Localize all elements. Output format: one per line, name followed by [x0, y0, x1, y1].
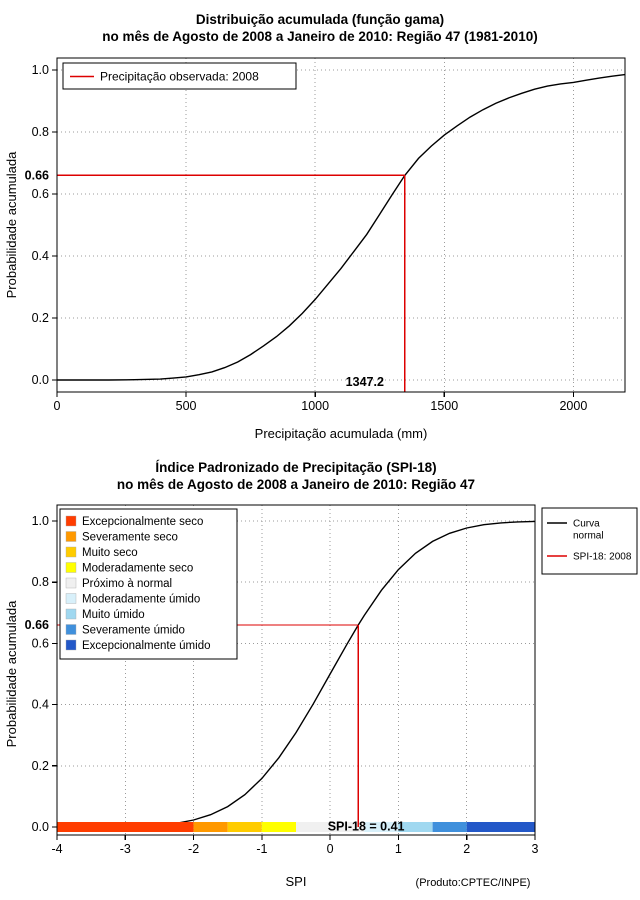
- category-label: Moderadamente seco: [82, 563, 193, 575]
- x-tick-label: -2: [188, 842, 199, 856]
- x-tick-label: -1: [256, 842, 267, 856]
- observed-legend: Precipitação observada: 2008: [62, 62, 297, 90]
- category-swatch: [65, 624, 77, 635]
- chart1-title: Distribuição acumulada (função gama): [196, 12, 444, 27]
- x-tick-label: 500: [176, 399, 197, 413]
- spi-colorbar-segment: [432, 822, 467, 832]
- spi-colorbar-segment: [227, 822, 262, 832]
- x-tick-label: 1: [395, 842, 402, 856]
- spi-colorbar-segment: [57, 822, 194, 832]
- category-swatch: [65, 562, 77, 573]
- chart1-x-axis-label: Precipitação acumulada (mm): [255, 426, 428, 441]
- category-swatch: [65, 577, 77, 589]
- plot-box: [56, 57, 626, 393]
- chart2-plot-area: -4 -3 -2 -1 0 1 2 3 0.0 0.2 0.4 0.6 0.8 1.0 0.66 SPI-18…: [25, 504, 638, 856]
- legend-box: [59, 508, 238, 660]
- spi-colorbar-segment: [398, 822, 433, 832]
- spi-category-legend: Excepcionalmente seco Severamente seco Mui…: [59, 508, 238, 660]
- y-tick-label: 0.6: [32, 187, 49, 201]
- category-label: Próximo à normal: [82, 578, 172, 590]
- x-tick-label: -3: [120, 842, 131, 856]
- chart1-subtitle: no mês de Agosto de 2008 a Janeiro de 20…: [102, 29, 537, 44]
- chart1-plot-area: 0 500 1000 1500 2000 0.0 0.2 0.4 0.6 0.8 1.0 0.66 13…: [25, 57, 626, 413]
- chart2-x-axis-label: SPI: [286, 874, 307, 889]
- marker-probability-value: 0.66: [25, 168, 49, 182]
- legend-box: [62, 62, 297, 90]
- category-label: Excepcionalmente úmido: [82, 640, 211, 652]
- y-tick-label: 1.0: [32, 63, 49, 77]
- legend-box: [541, 507, 638, 575]
- legend-label: SPI-18: 2008: [573, 552, 632, 563]
- plot-box: [56, 504, 536, 836]
- gridlines: [56, 58, 625, 392]
- spi-colorbar: [57, 822, 535, 832]
- category-label: Moderadamente úmido: [82, 594, 200, 606]
- y-tick-label: 0.0: [32, 373, 49, 387]
- category-swatch: [65, 515, 77, 527]
- category-swatch: [65, 546, 77, 558]
- spi-colorbar-segment: [261, 822, 296, 832]
- y-tick-label: 0.2: [32, 759, 49, 773]
- x-tick-label: 3: [532, 842, 539, 856]
- y-tick-label: 0.6: [32, 636, 49, 650]
- spi-colorbar-segment: [193, 822, 228, 832]
- x-tick-label: 2: [463, 842, 470, 856]
- chart2-subtitle: no mês de Agosto de 2008 a Janeiro de 20…: [117, 477, 475, 492]
- x-tick-label: 0: [327, 842, 334, 856]
- chart2-y-axis-label: Probabilidade acumulada: [4, 600, 19, 747]
- y-tick-label: 1.0: [32, 514, 49, 528]
- category-label: Muito seco: [82, 547, 138, 559]
- x-tick-label: 1500: [430, 399, 458, 413]
- x-tick-label: 2000: [559, 399, 587, 413]
- category-label: Severamente seco: [82, 532, 178, 544]
- category-swatch: [65, 531, 77, 542]
- y-tick-label: 0.4: [32, 249, 49, 263]
- legend-label: Curva: [573, 519, 600, 530]
- marker-precipitation-value: 1347.2: [346, 375, 384, 389]
- y-tick-label: 0.4: [32, 698, 49, 712]
- product-credit: (Produto:CPTEC/INPE): [416, 877, 531, 889]
- legend-label: normal: [573, 531, 604, 542]
- category-label: Severamente úmido: [82, 625, 185, 637]
- y-tick-label: 0.2: [32, 311, 49, 325]
- gamma-cdf-curve: [57, 73, 626, 381]
- y-tick-label: 0.0: [32, 820, 49, 834]
- spi-chart: -4 -3 -2 -1 0 1 2 3 0.0 0.2 0.4 0.6 0.8 1.0 0.66 SPI-18…: [4, 460, 638, 889]
- chart1-y-axis-label: Probabilidade acumulada: [4, 151, 19, 298]
- legend-label: Precipitação observada: 2008: [100, 70, 259, 84]
- spi-colorbar-segment: [466, 822, 535, 832]
- y-tick-label: 0.8: [32, 575, 49, 589]
- spi-colorbar-segment: [296, 822, 365, 832]
- y-tick-label: 0.8: [32, 125, 49, 139]
- spi-colorbar-segment: [364, 822, 399, 832]
- x-tick-label: 0: [54, 399, 61, 413]
- chart2-title: Índice Padronizado de Precipitação (SPI-…: [155, 460, 436, 475]
- category-swatch: [65, 639, 77, 651]
- gamma-distribution-chart: 0 500 1000 1500 2000 0.0 0.2 0.4 0.6 0.8 1.0 0.66 13…: [4, 12, 626, 441]
- category-label: Excepcionalmente seco: [82, 516, 203, 528]
- category-swatch: [65, 608, 77, 620]
- x-tick-label: 1000: [301, 399, 329, 413]
- category-swatch: [65, 593, 77, 604]
- category-label: Muito úmido: [82, 609, 145, 621]
- marker-probability-value: 0.66: [25, 618, 49, 632]
- spi-value-label: SPI-18 = 0.41: [328, 820, 405, 834]
- x-tick-label: -4: [51, 842, 62, 856]
